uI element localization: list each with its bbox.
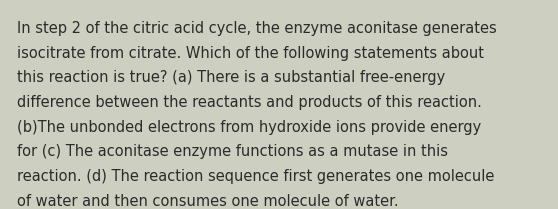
Text: isocitrate from citrate. Which of the following statements about: isocitrate from citrate. Which of the fo… <box>17 46 484 61</box>
Text: for (c) The aconitase enzyme functions as a mutase in this: for (c) The aconitase enzyme functions a… <box>17 144 448 159</box>
Text: difference between the reactants and products of this reaction.: difference between the reactants and pro… <box>17 95 482 110</box>
Text: of water and then consumes one molecule of water.: of water and then consumes one molecule … <box>17 194 398 209</box>
Text: (b)The unbonded electrons from hydroxide ions provide energy: (b)The unbonded electrons from hydroxide… <box>17 120 481 135</box>
Text: In step 2 of the citric acid cycle, the enzyme aconitase generates: In step 2 of the citric acid cycle, the … <box>17 21 497 36</box>
Text: reaction. (d) The reaction sequence first generates one molecule: reaction. (d) The reaction sequence firs… <box>17 169 494 184</box>
Text: this reaction is true? (a) There is a substantial free-energy: this reaction is true? (a) There is a su… <box>17 70 445 85</box>
